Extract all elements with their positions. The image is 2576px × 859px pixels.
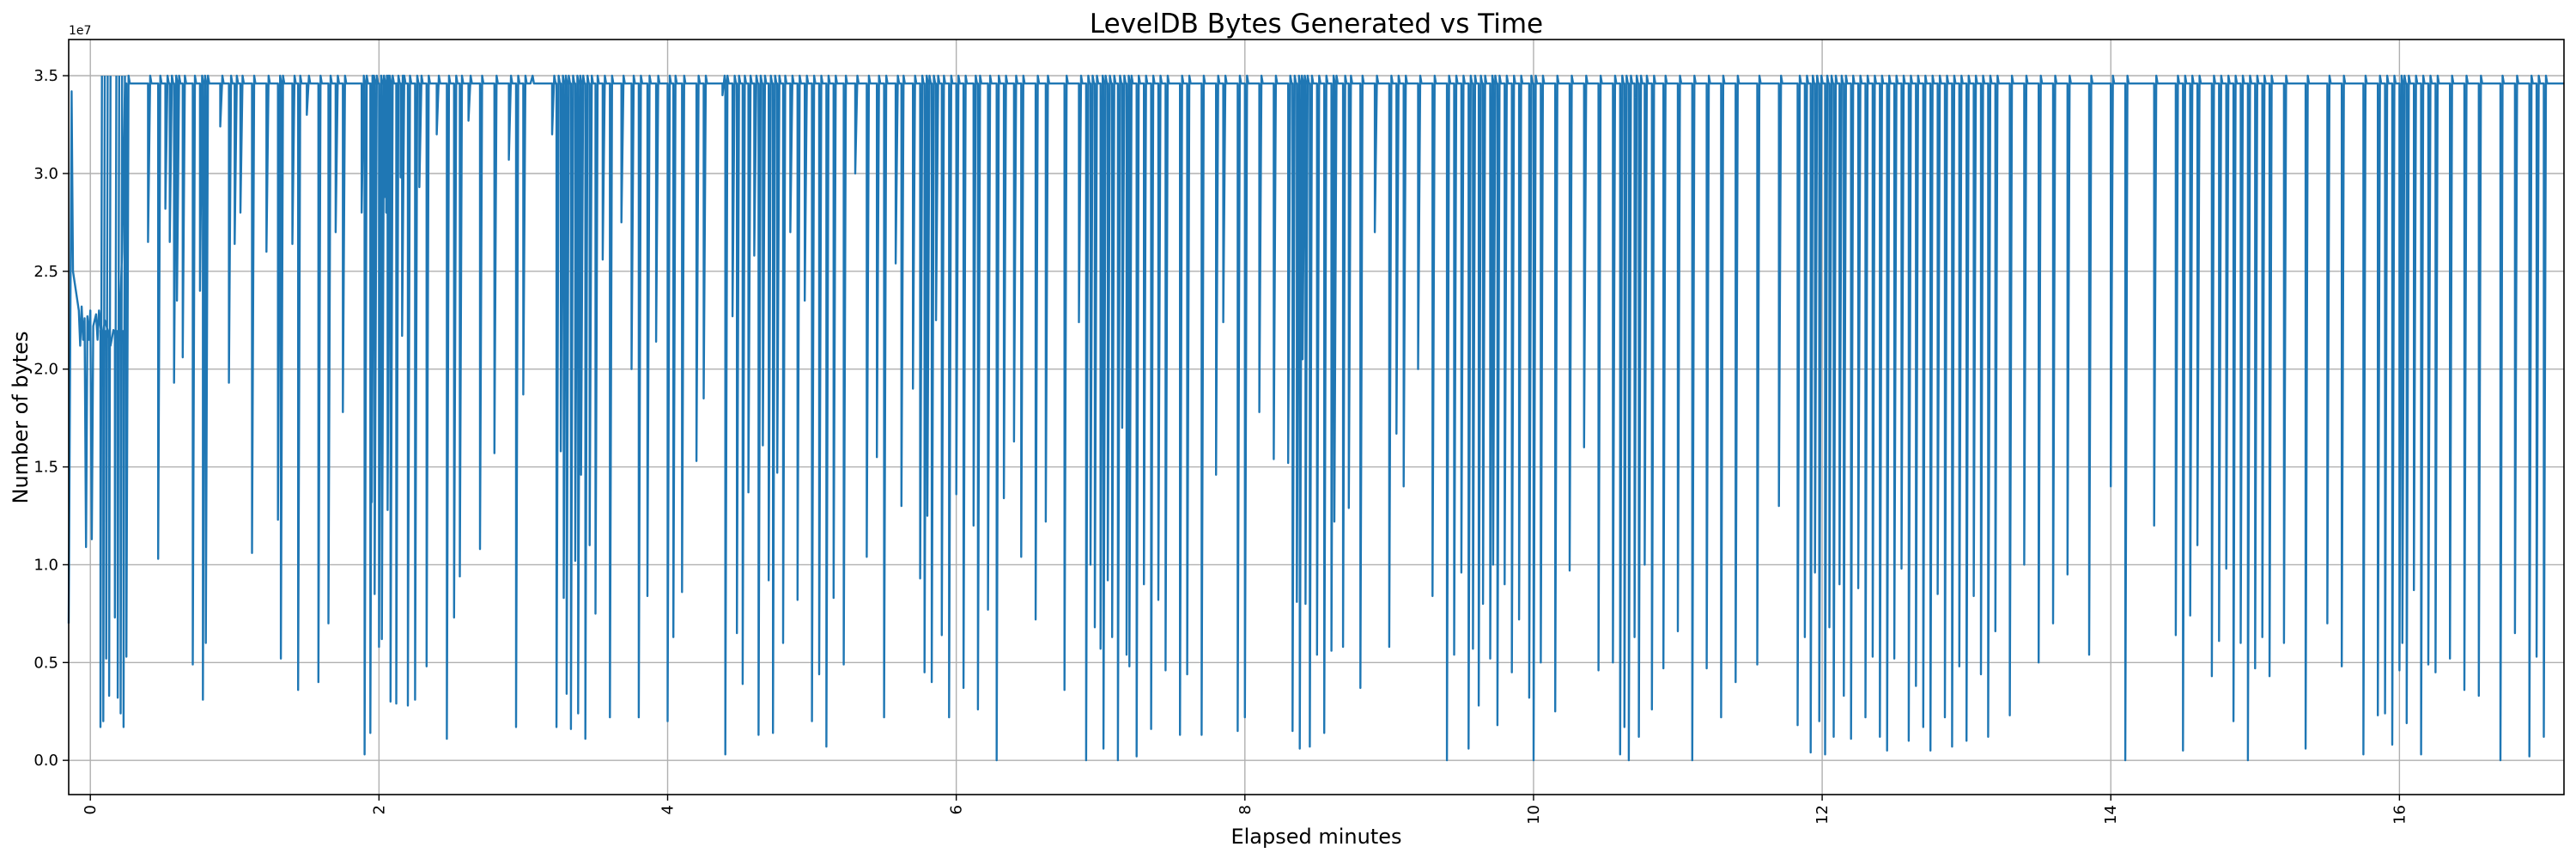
x-tick-label: 10 — [1525, 805, 1543, 825]
x-tick-label: 16 — [2391, 805, 2409, 825]
chart-title: LevelDB Bytes Generated vs Time — [1090, 9, 1543, 40]
x-axis: 0 2 4 6 8 10 12 14 16 — [82, 795, 2409, 825]
y-tick-label: 3.0 — [33, 165, 58, 183]
x-axis-label: Elapsed minutes — [1230, 825, 1401, 849]
y-axis-label: Number of bytes — [9, 332, 33, 504]
x-tick-label: 2 — [370, 805, 388, 814]
y-tick-label: 2.5 — [33, 263, 58, 281]
y-tick-label: 3.5 — [33, 67, 58, 85]
series-group — [67, 74, 2564, 762]
x-tick-label: 4 — [659, 805, 677, 814]
plot-frame — [68, 39, 2565, 795]
x-tick-label: 8 — [1236, 805, 1255, 814]
x-tick-label: 6 — [948, 805, 966, 814]
y-tick-label: 0.5 — [33, 654, 58, 672]
x-tick-label: 0 — [82, 805, 100, 814]
series-line — [67, 74, 2564, 762]
y-axis: 0.0 0.5 1.0 1.5 2.0 2.5 3.0 3.5 — [33, 67, 69, 770]
x-tick-label: 14 — [2102, 805, 2120, 825]
y-tick-label: 1.5 — [33, 459, 58, 477]
y-offset-label: 1e7 — [69, 24, 91, 38]
y-tick-label: 2.0 — [33, 361, 58, 379]
y-tick-label: 0.0 — [33, 752, 58, 770]
x-tick-label: 12 — [1814, 805, 1832, 825]
y-tick-label: 1.0 — [33, 556, 58, 574]
